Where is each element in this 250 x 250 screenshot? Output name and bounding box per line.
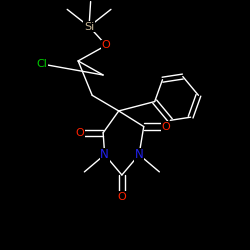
Text: N: N [135,148,143,161]
Text: Cl: Cl [37,59,48,69]
Text: O: O [161,122,170,132]
Text: N: N [100,148,109,161]
Text: O: O [102,40,110,50]
Text: O: O [118,192,126,202]
Text: Si: Si [84,22,94,32]
Text: O: O [75,128,84,138]
